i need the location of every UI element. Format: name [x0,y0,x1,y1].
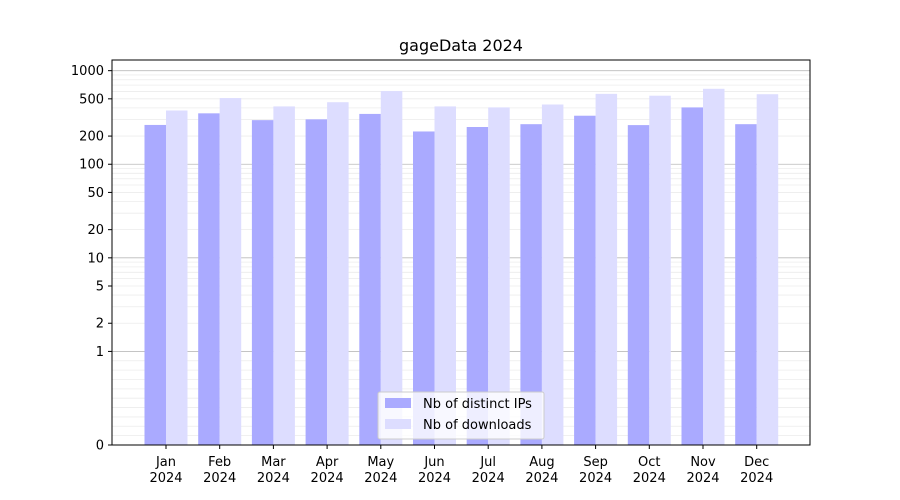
x-tick-label-month: Apr [316,455,339,470]
bar-distinct-ips [466,127,489,445]
y-tick-label: 20 [87,223,104,238]
x-tick-label-year: 2024 [203,471,236,486]
bar-downloads [219,98,242,446]
x-tick-label-year: 2024 [311,471,344,486]
y-tick-label: 100 [79,158,104,173]
bar-downloads [380,91,403,446]
bar-distinct-ips [251,120,274,445]
bar-downloads [488,107,510,445]
plot-frame [111,59,811,446]
bar-distinct-ips [520,124,542,445]
bars [144,88,779,446]
y-tick-label: 10 [87,251,104,266]
bar-downloads [273,106,295,445]
x-tick-label-year: 2024 [418,471,451,486]
bar-distinct-ips [735,124,757,445]
bar-distinct-ips [413,131,435,446]
x-tick-label-month: Nov [690,455,716,470]
bar-distinct-ips [144,124,166,445]
x-tick-label-year: 2024 [472,471,505,486]
legend-label-ips: Nb of distinct IPs [423,397,532,412]
bar-distinct-ips [574,115,596,445]
bar-downloads [541,104,564,445]
bar-downloads [703,88,725,445]
y-tick-label: 2 [96,317,104,332]
x-tick-label-month: Aug [529,455,554,470]
legend-swatch-ips [385,398,411,408]
legend-label-downloads: Nb of downloads [423,418,532,433]
bar-distinct-ips [198,113,220,446]
x-axis: Jan2024Feb2024Mar2024Apr2024May2024Jun20… [149,445,773,486]
bar-downloads [756,94,779,445]
x-tick-label-month: Oct [638,455,660,470]
bar-distinct-ips [305,119,328,445]
x-tick-label-month: Jun [423,455,444,470]
x-tick-label-month: Mar [261,455,286,470]
x-tick-label-year: 2024 [149,471,182,486]
bar-downloads [649,95,671,445]
y-tick-label: 1000 [71,64,104,79]
y-axis: 0 1 2 5 10 20 50 100 200 500 1000 [71,64,112,454]
bar-distinct-ips [627,125,650,446]
bar-distinct-ips [681,107,703,445]
bar-downloads [595,93,618,445]
x-tick-label-year: 2024 [364,471,397,486]
x-tick-label-year: 2024 [633,471,666,486]
x-tick-label-month: Jul [479,455,496,470]
x-tick-label-year: 2024 [525,471,558,486]
legend-swatch-downloads [385,419,411,429]
chart-title: gageData 2024 [399,36,523,55]
x-tick-label-month: Dec [744,455,769,470]
bar-downloads [327,102,349,446]
y-tick-label: 1 [96,345,104,360]
x-tick-label-year: 2024 [686,471,719,486]
y-tick-label: 500 [79,92,104,107]
bar-distinct-ips [359,113,381,446]
x-tick-label-month: Feb [208,455,231,470]
y-tick-label: 200 [79,130,104,145]
bar-downloads [166,110,188,446]
x-tick-label-month: May [367,455,394,470]
legend: Nb of distinct IPs Nb of downloads [377,391,545,440]
y-tick-label: 50 [87,186,104,201]
x-tick-label-month: Sep [583,455,608,470]
legend-box [377,391,545,440]
x-tick-label-year: 2024 [257,471,290,486]
x-tick-label-month: Jan [155,455,176,470]
y-tick-label: 5 [96,280,104,295]
bar-downloads [434,106,456,445]
x-tick-label-year: 2024 [579,471,612,486]
x-tick-label-year: 2024 [740,471,773,486]
y-tick-label: 0 [96,439,104,454]
